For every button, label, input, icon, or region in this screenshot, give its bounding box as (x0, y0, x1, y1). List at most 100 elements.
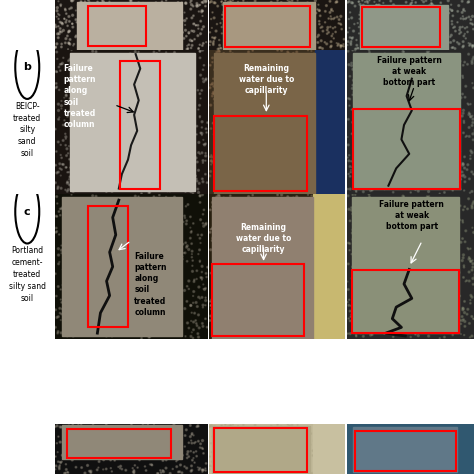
Point (85, 284, 92, 292)
Point (423, 11, 430, 18)
Point (155, 470, 162, 474)
Point (287, 438, 294, 446)
Point (333, 121, 341, 129)
Point (213, 144, 221, 152)
Point (262, 463, 270, 471)
Point (220, 133, 228, 141)
Point (148, 39, 155, 47)
Point (465, 254, 473, 261)
Point (463, 277, 471, 284)
Point (359, 53, 366, 60)
Point (390, 119, 397, 127)
Point (188, 42, 196, 49)
Point (469, 200, 474, 207)
Point (52, 21, 59, 28)
Point (130, 237, 138, 245)
Point (57, 329, 65, 337)
Point (81, 205, 89, 213)
Point (439, 202, 447, 210)
Point (89, 192, 97, 200)
Point (462, 15, 469, 23)
Point (448, 174, 456, 182)
Point (208, 225, 216, 233)
Point (392, 209, 400, 216)
Point (354, 19, 362, 27)
Point (374, 242, 382, 249)
Point (129, 187, 137, 194)
Point (224, 306, 231, 314)
Point (65, 454, 73, 461)
Point (217, 216, 224, 223)
Point (94, 320, 101, 328)
Point (447, 31, 455, 39)
Point (201, 286, 209, 293)
Point (128, 168, 135, 175)
Point (255, 465, 263, 472)
Point (79, 209, 87, 216)
Point (414, 127, 421, 135)
Point (128, 423, 135, 430)
Point (120, 199, 128, 206)
Point (61, 15, 68, 23)
Point (152, 59, 159, 67)
Point (461, 164, 468, 172)
Point (365, 165, 373, 173)
Point (166, 209, 174, 217)
Point (65, 39, 73, 46)
Point (371, 65, 378, 73)
Point (61, 261, 68, 269)
Point (114, 17, 121, 24)
Point (464, 100, 472, 107)
Point (147, 89, 155, 96)
Point (302, 110, 310, 118)
Point (390, 264, 397, 272)
Point (280, 275, 287, 283)
Point (334, 466, 341, 474)
Point (435, 173, 442, 181)
Point (147, 125, 155, 133)
Point (415, 32, 423, 39)
Point (384, 18, 392, 26)
Point (232, 432, 239, 439)
Point (449, 124, 457, 131)
Point (69, 446, 77, 453)
Point (352, 331, 360, 339)
Point (59, 20, 66, 27)
Point (231, 309, 238, 317)
Point (72, 7, 80, 14)
Point (340, 72, 347, 80)
Point (247, 434, 255, 441)
Point (126, 295, 134, 303)
Point (429, 283, 437, 291)
Point (97, 450, 105, 457)
Point (331, 98, 338, 105)
Point (333, 187, 340, 194)
Point (355, 320, 362, 328)
Point (122, 157, 129, 165)
Point (75, 12, 83, 19)
Point (160, 15, 167, 23)
Point (172, 90, 180, 97)
Point (281, 144, 289, 151)
Point (120, 43, 128, 51)
Point (78, 464, 85, 471)
Point (173, 3, 180, 10)
Point (134, 464, 141, 471)
Point (128, 171, 136, 179)
Point (167, 45, 175, 52)
Point (285, 228, 292, 235)
Point (345, 286, 352, 293)
Point (184, 448, 192, 456)
Point (179, 253, 186, 260)
Point (221, 168, 229, 176)
Point (159, 91, 167, 98)
Point (385, 271, 392, 278)
Point (301, 86, 309, 93)
Point (362, 25, 369, 32)
Point (279, 64, 287, 72)
Point (235, 462, 242, 469)
Point (104, 145, 112, 152)
Point (93, 100, 101, 108)
Point (212, 309, 220, 316)
Point (369, 45, 376, 53)
